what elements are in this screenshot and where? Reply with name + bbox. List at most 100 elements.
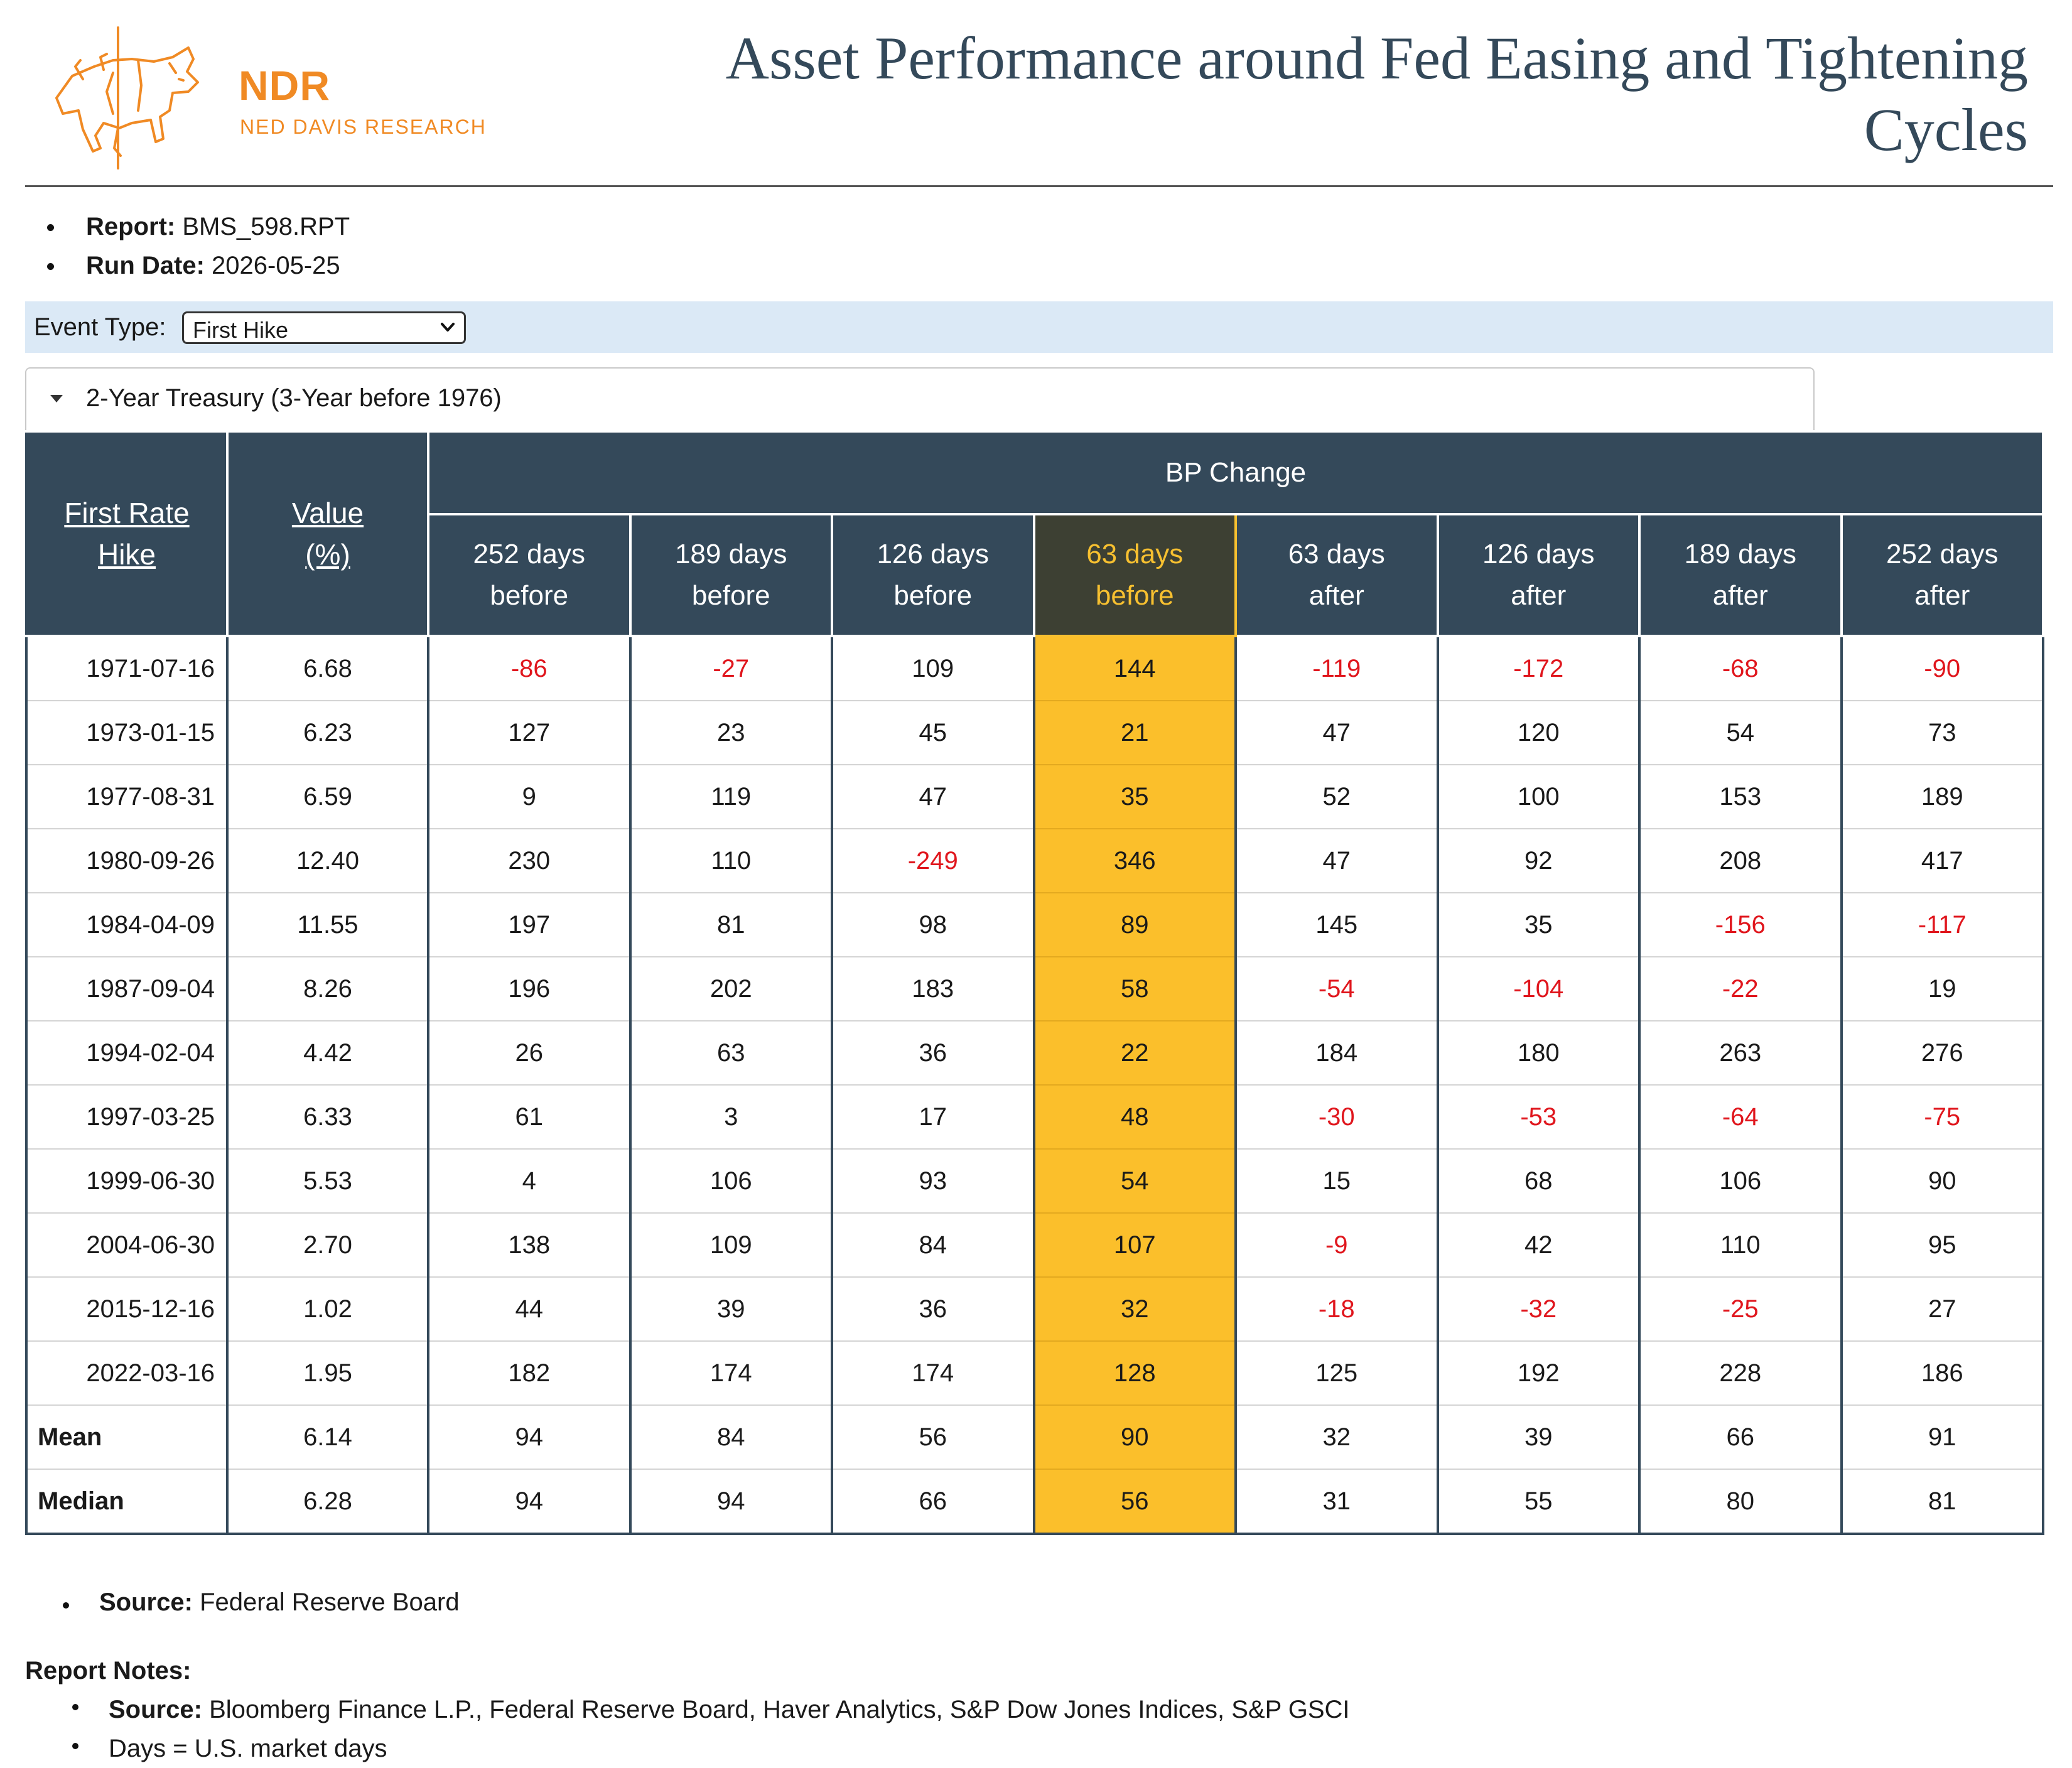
event-date: 1999-06-30 [25, 1148, 229, 1214]
column-header-line1: 252 days [1886, 539, 1999, 569]
bp-change-cell: 119 [629, 764, 833, 829]
bp-change-cell: 92 [1436, 828, 1641, 893]
header-value-line1: Value [291, 497, 364, 529]
column-header: 126 days after [1436, 513, 1641, 637]
bp-change-cell: 417 [1840, 828, 2045, 893]
bp-change-cell: 36 [831, 1276, 1035, 1342]
column-header-line1: 189 days [674, 539, 787, 569]
column-header-line2: after [1511, 580, 1567, 611]
table-row: 1999-06-30 5.53 4 106 93 54 15 68 106 90 [25, 1148, 2045, 1214]
bp-change-cell: 39 [1436, 1404, 1641, 1470]
bp-change-cell: 19 [1840, 956, 2045, 1021]
value-cell: 6.14 [226, 1404, 429, 1470]
bp-change-cell: 47 [1234, 700, 1439, 765]
bp-change-cell: 9 [427, 764, 632, 829]
bp-change-cell: 42 [1436, 1212, 1641, 1278]
bp-change-cell: -156 [1638, 892, 1843, 957]
bp-change-cell: -75 [1840, 1084, 2045, 1150]
value-cell: 5.53 [226, 1148, 429, 1214]
column-header: 252 days before [427, 513, 632, 637]
value-cell: 12.40 [226, 828, 429, 893]
report-value: BMS_598.RPT [182, 213, 350, 240]
event-type-bar: Event Type: First Hike [25, 301, 2053, 353]
bp-change-cell: 346 [1032, 828, 1237, 893]
table-row: 2015-12-16 1.02 44 39 36 32 -18 -32 -25 27 [25, 1276, 2045, 1342]
bp-change-cell: 54 [1032, 1148, 1237, 1214]
bp-change-cell: -22 [1638, 956, 1843, 1021]
page-title: Asset Performance around Fed Easing and … [725, 24, 2028, 163]
bp-change-cell: 32 [1032, 1276, 1237, 1342]
bp-change-cell: 61 [427, 1084, 632, 1150]
bp-change-cell: 100 [1436, 764, 1641, 829]
panel-title[interactable]: 2-Year Treasury (3-Year before 1976) [86, 384, 502, 412]
summary-row: Mean 6.14 94 84 56 90 32 39 66 91 [25, 1404, 2045, 1470]
bp-change-cell: 4 [427, 1148, 632, 1214]
caret-down-icon[interactable] [50, 395, 63, 402]
column-header-line2: before [893, 580, 973, 611]
value-cell: 6.28 [226, 1469, 429, 1535]
bp-change-cell: 184 [1234, 1020, 1439, 1086]
event-date: 1984-04-09 [25, 892, 229, 957]
bp-change-cell: -90 [1840, 635, 2045, 701]
notes-days-item: Days = U.S. market days [72, 1729, 1350, 1768]
run-date-value: 2026-05-25 [212, 252, 340, 279]
event-type-select[interactable]: First Hike [182, 311, 466, 344]
event-date: 1973-01-15 [25, 700, 229, 765]
table-row: 1977-08-31 6.59 9 119 47 35 52 100 153 189 [25, 764, 2045, 829]
bull-bear-icon [55, 26, 199, 170]
bp-change-cell: 52 [1234, 764, 1439, 829]
ndr-logo[interactable]: NDR NED DAVIS RESEARCH [44, 23, 534, 173]
value-cell: 6.23 [226, 700, 429, 765]
bp-change-cell: 174 [831, 1340, 1035, 1406]
notes-source-item: Source: Bloomberg Finance L.P., Federal … [72, 1690, 1350, 1729]
bp-change-cell: 196 [427, 956, 632, 1021]
event-date: 2004-06-30 [25, 1212, 229, 1278]
value-cell: 6.68 [226, 635, 429, 701]
table-row: 1980-09-26 12.40 230 110 -249 346 47 92 208 417 [25, 828, 2045, 893]
bp-change-cell: 183 [831, 956, 1035, 1021]
value-cell: 1.95 [226, 1340, 429, 1406]
bp-change-cell: 276 [1840, 1020, 2045, 1086]
chevron-down-icon [441, 323, 455, 332]
bp-change-cell: -53 [1436, 1084, 1641, 1150]
column-header: 252 days after [1840, 513, 2045, 637]
bp-change-cell: 93 [831, 1148, 1035, 1214]
column-header-line2: before [691, 580, 770, 611]
column-header-line2: after [1712, 580, 1768, 611]
report-meta: Report: BMS_598.RPT Run Date: 2026-05-25 [47, 207, 350, 285]
table-row: 1973-01-15 6.23 127 23 45 21 47 120 54 73 [25, 700, 2045, 765]
bp-change-cell: 15 [1234, 1148, 1439, 1214]
bp-change-header: BP Change [426, 430, 2045, 515]
bp-change-cell: 39 [629, 1276, 833, 1342]
bp-change-cell: 109 [629, 1212, 833, 1278]
page-header: NDR NED DAVIS RESEARCH Asset Performance… [25, 19, 2053, 185]
bp-change-cell: 94 [427, 1469, 632, 1535]
bp-change-cell: 95 [1840, 1212, 2045, 1278]
bp-change-cell: 91 [1840, 1404, 2045, 1470]
column-header-line1: 189 days [1684, 539, 1797, 569]
run-date-label: Run Date: [86, 252, 205, 279]
bp-change-cell: -172 [1436, 635, 1641, 701]
event-date: 1977-08-31 [25, 764, 229, 829]
bp-change-cell: 58 [1032, 956, 1237, 1021]
bp-change-cell: 144 [1032, 635, 1237, 701]
sort-value[interactable]: Value (%) [226, 430, 429, 637]
bp-change-cell: -117 [1840, 892, 2045, 957]
column-header-line2: before [1095, 580, 1174, 611]
run-date-item: Run Date: 2026-05-25 [47, 246, 350, 285]
bp-change-cell: 94 [629, 1469, 833, 1535]
column-header: 189 days after [1638, 513, 1843, 637]
column-header-line1: 63 days [1288, 539, 1385, 569]
sort-first-rate-hike[interactable]: First Rate Hike [25, 430, 229, 637]
series-panel: 2-Year Treasury (3-Year before 1976) [25, 367, 1815, 431]
table-row: 1987-09-04 8.26 196 202 183 58 -54 -104 -22 19 [25, 956, 2045, 1021]
bp-change-cell: 192 [1436, 1340, 1641, 1406]
bp-change-cell: 186 [1840, 1340, 2045, 1406]
bp-change-cell: 56 [831, 1404, 1035, 1470]
bp-change-cell: 263 [1638, 1020, 1843, 1086]
bp-change-cell: -54 [1234, 956, 1439, 1021]
bp-change-cell: 90 [1032, 1404, 1237, 1470]
brand-subtitle: NED DAVIS RESEARCH [240, 116, 487, 138]
bp-change-cell: 23 [629, 700, 833, 765]
bp-change-cell: 44 [427, 1276, 632, 1342]
